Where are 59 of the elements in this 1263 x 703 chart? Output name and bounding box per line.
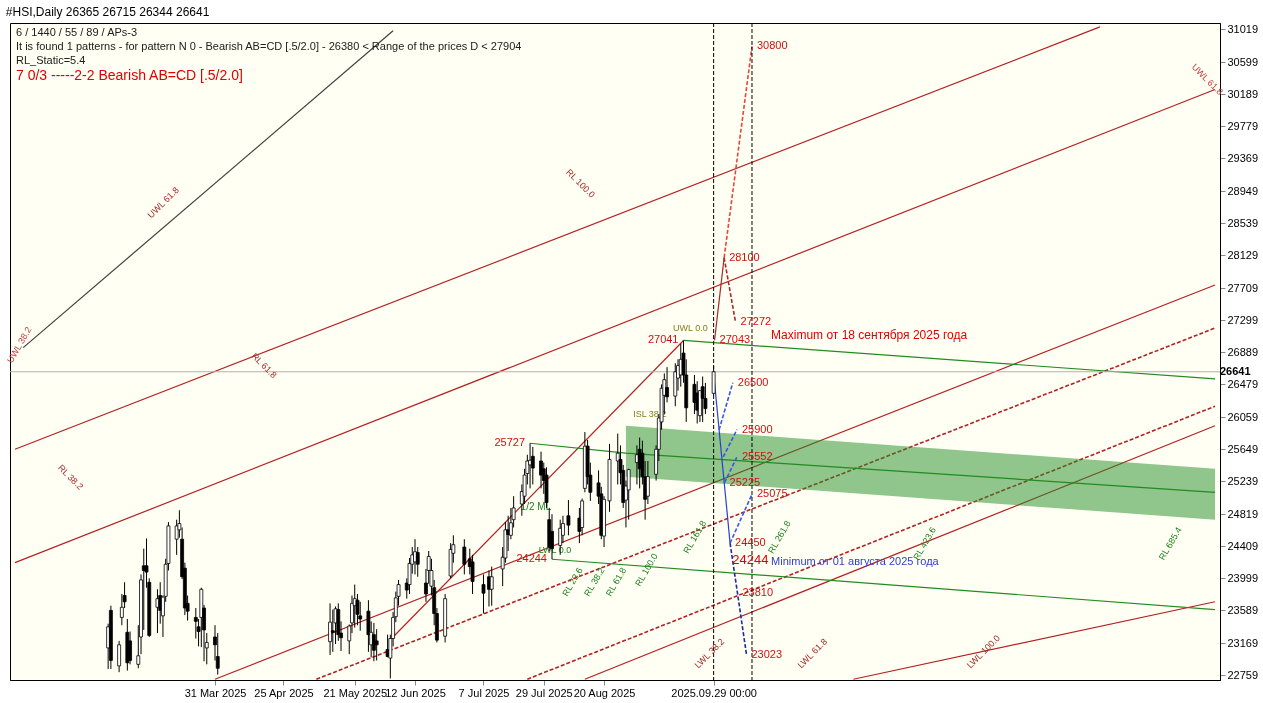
annotation: 27041 — [647, 333, 679, 346]
y-tick-label: 29779 — [1227, 119, 1259, 132]
annotation: 25552 — [741, 449, 773, 462]
annotation: 27043 — [719, 333, 751, 346]
y-tick-label: 25239 — [1227, 474, 1259, 487]
x-tick-label: 31 Mar 2025 — [184, 686, 247, 699]
annotation: 24244 — [732, 552, 769, 567]
annotation: UWL 0.0 — [673, 323, 708, 334]
annotation: LWL 38.2 — [692, 636, 727, 671]
annotation: 23810 — [742, 586, 774, 599]
annotation: 25727 — [494, 436, 526, 449]
y-tick-label: 30599 — [1227, 55, 1259, 68]
x-tick-label: 2025.09.29 00:00 — [671, 686, 757, 699]
y-tick-label: 31019 — [1227, 22, 1259, 35]
annotation: 24244 — [516, 552, 547, 565]
y-tick-label: 27709 — [1227, 281, 1259, 294]
y-tick-label: 28129 — [1227, 248, 1259, 261]
y-tick-label: 29369 — [1227, 151, 1259, 164]
annotation: RL 61.8 — [249, 351, 279, 381]
y-tick-label: 27299 — [1227, 313, 1259, 326]
y-tick-label: 30189 — [1227, 87, 1259, 100]
candlestick — [117, 640, 122, 673]
y-tick-label: 26059 — [1227, 410, 1259, 423]
y-tick-label: 26479 — [1227, 377, 1259, 390]
annotation: 28100 — [729, 250, 760, 263]
candlestick — [462, 538, 467, 575]
annotation: 24450 — [735, 536, 766, 549]
y-tick-label: 24409 — [1227, 539, 1259, 552]
annotation: 30800 — [756, 39, 788, 52]
y-tick-label: 23169 — [1227, 636, 1259, 649]
x-tick-label: 7 Jul 2025 — [458, 686, 510, 699]
y-tick-label: 26889 — [1227, 345, 1259, 358]
annotation: Maximum от 18 сентября 2025 года — [771, 327, 968, 342]
annotation: 25900 — [741, 422, 773, 435]
annotation: RL_Static=5.4 — [16, 54, 86, 66]
x-tick-label: 25 Apr 2025 — [254, 686, 314, 699]
y-tick-label: 23589 — [1227, 603, 1259, 616]
annotation: 7 0/3 -----2-2 Bearish AB=CD [.5/2.0] — [16, 67, 243, 83]
annotation: 25225 — [729, 475, 761, 488]
x-tick-label: 21 May 2025 — [323, 686, 388, 699]
x-tick-label: 12 Jun 2025 — [385, 686, 446, 699]
y-tick-label: 24819 — [1227, 507, 1259, 520]
ref-line-label: 26641 — [1220, 364, 1251, 377]
annotation: 26500 — [737, 375, 769, 388]
y-tick-label: 25649 — [1227, 442, 1259, 455]
annotation: 25075 — [756, 487, 788, 500]
annotation: LWL 61.8 — [795, 636, 830, 671]
candlestick — [481, 573, 486, 615]
y-tick-label: 28539 — [1227, 216, 1259, 229]
candlestick — [366, 599, 371, 653]
x-tick-label: 20 Aug 2025 — [573, 686, 636, 699]
y-tick-label: 23999 — [1227, 571, 1259, 584]
y-tick-label: 22759 — [1227, 668, 1259, 681]
x-tick-label: 29 Jul 2025 — [515, 686, 573, 699]
annotation: 6 / 1440 / 55 / 89 / APs-3 — [16, 26, 138, 38]
chart-title: #HSI,Daily 26365 26715 26344 26641 — [5, 4, 210, 19]
y-tick-label: 28949 — [1227, 184, 1259, 197]
annotation: 23023 — [751, 647, 783, 660]
annotation: 27272 — [740, 315, 772, 328]
